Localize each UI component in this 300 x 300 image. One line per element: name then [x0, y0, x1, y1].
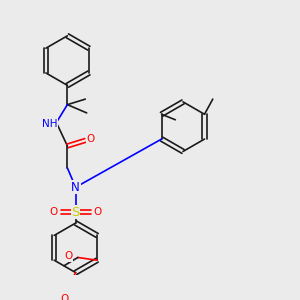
Text: O: O: [61, 294, 69, 300]
Text: O: O: [64, 251, 72, 261]
Text: NH: NH: [42, 119, 57, 129]
Text: S: S: [71, 206, 80, 218]
Text: O: O: [94, 207, 102, 217]
Text: O: O: [87, 134, 95, 144]
Text: N: N: [71, 181, 80, 194]
Text: O: O: [50, 207, 58, 217]
